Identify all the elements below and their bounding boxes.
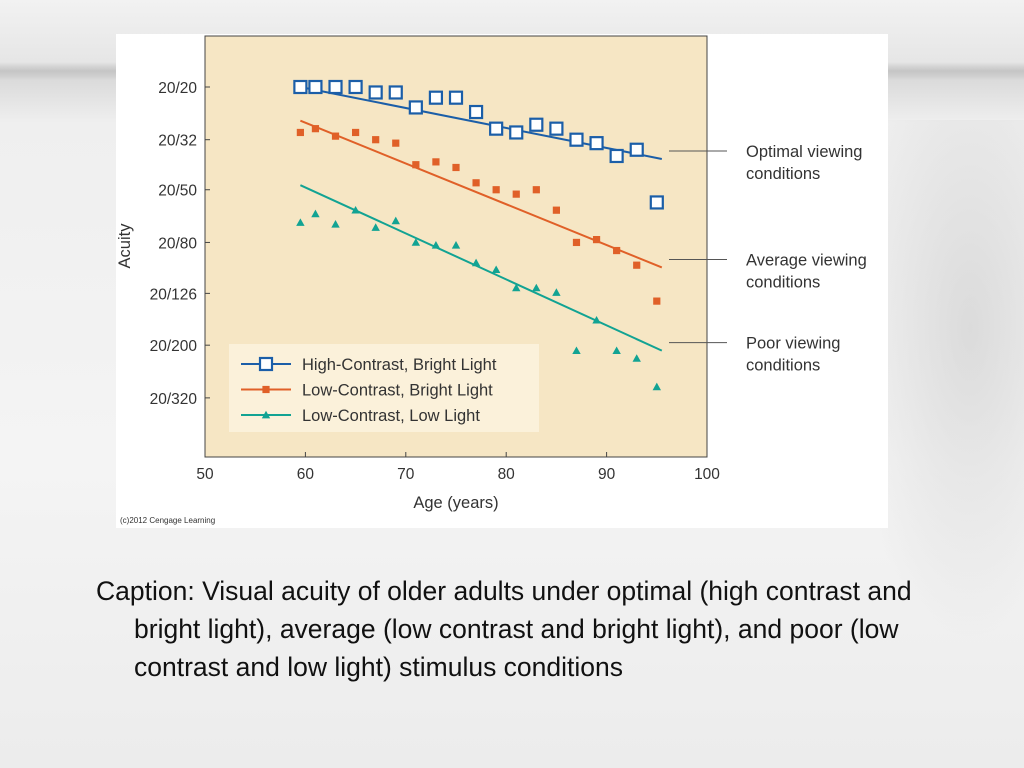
y-tick-label: 20/50 [158,183,197,200]
x-tick-label: 80 [498,466,516,483]
annotation-label: Poor viewing [746,335,840,353]
data-point [352,128,360,137]
data-point [649,195,664,210]
data-point [629,142,644,157]
data-point [392,139,400,147]
fit-line [299,184,663,352]
data-point [512,190,520,198]
data-point [372,136,380,144]
data-point [652,382,661,391]
data-point [431,241,441,249]
acuity-chart: 20/20 20/32 20/50 20/80 20/126 20/200 20/320 50… [116,35,867,512]
data-point [371,223,380,231]
data-point [311,125,320,133]
x-tick-label: 100 [694,466,720,483]
y-tick-label: 20/32 [158,133,197,150]
data-point [592,315,601,324]
data-point [388,85,403,100]
legend-label: Low-Contrast, Low Light [302,407,480,425]
data-point [472,179,480,187]
data-point [293,79,308,95]
data-point [589,136,604,151]
data-point [331,132,340,140]
data-point [512,283,521,292]
data-point [308,79,323,95]
data-point [451,241,461,249]
y-tick-label: 20/80 [158,235,197,252]
legend-marker [258,356,274,372]
legend-marker [262,385,270,394]
data-point [572,346,581,355]
legend-label: Low-Contrast, Bright Light [302,382,493,400]
data-point [633,261,641,269]
data-point [471,258,481,267]
data-point [569,132,584,147]
data-point [296,218,305,226]
data-point [368,85,383,100]
x-tick-label: 60 [297,466,315,483]
data-point [391,216,400,225]
legend-marker [261,410,271,419]
data-point [613,246,621,255]
chart-figure: 20/20 20/32 20/50 20/80 20/126 20/200 20/320 50… [116,34,888,528]
data-point [572,238,581,247]
data-point [311,209,320,218]
data-point [411,238,421,246]
data-point [489,121,504,136]
annotation-label: Average viewing [746,251,867,269]
data-point [653,297,661,305]
data-point [552,206,560,214]
data-point [532,186,540,194]
data-point [328,79,343,95]
data-point [448,90,464,105]
annotation-label: conditions [746,357,820,375]
x-axis-label: Age (years) [413,494,498,512]
figure-caption: Caption: Visual acuity of older adults u… [96,576,912,682]
data-point [348,79,363,95]
legend-label: High-Contrast, Bright Light [302,356,497,374]
data-point [609,148,624,164]
y-tick-label: 20/320 [150,391,198,408]
y-tick-label: 20/200 [150,338,198,355]
data-point [428,90,444,105]
annotation-label: conditions [746,273,820,291]
data-point [612,346,621,355]
data-point [412,161,420,169]
x-tick-label: 70 [397,466,415,483]
data-point [592,236,601,244]
x-tick-label: 50 [196,466,214,483]
data-point [452,163,460,172]
y-tick-label: 20/20 [158,80,197,97]
annotation-label: Optimal viewing [746,143,862,161]
fit-line [300,119,663,269]
data-point [432,158,440,166]
data-point [509,125,524,140]
data-point [632,354,641,362]
data-point [529,117,544,132]
legend-box [229,344,539,432]
annotation-label: conditions [746,165,820,183]
data-point [552,288,561,296]
data-point [491,265,501,274]
x-tick-label: 90 [598,466,616,483]
data-point [549,121,564,136]
data-point [351,205,360,214]
data-point [532,283,541,292]
data-point [296,128,304,137]
y-tick-label: 20/126 [150,286,197,303]
y-axis-label: Acuity [116,223,134,269]
data-point [492,186,500,194]
data-point [468,104,484,120]
copyright-notice: (c)2012 Cengage Learning [120,516,216,525]
data-point [331,220,340,228]
data-point [408,100,423,115]
